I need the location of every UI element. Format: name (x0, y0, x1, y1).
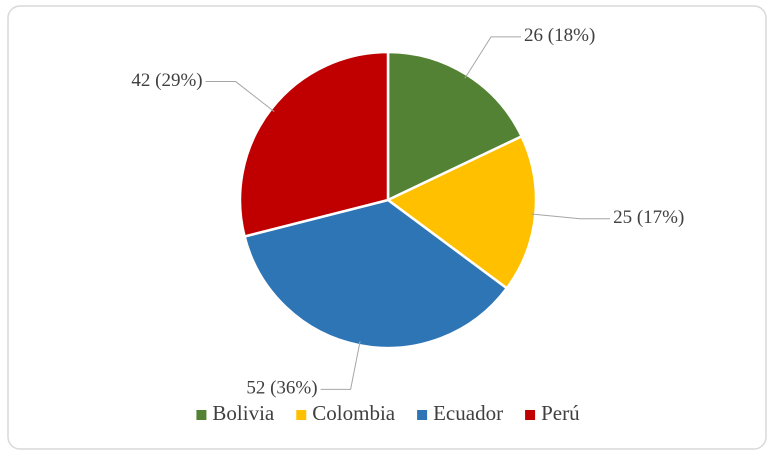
legend-swatch (525, 410, 536, 420)
data-label: 26 (18%) (524, 25, 595, 46)
data-label: 25 (17%) (613, 207, 684, 228)
leader-line (320, 341, 361, 390)
legend-label: Bolivia (212, 401, 275, 425)
data-label: 42 (29%) (131, 70, 202, 91)
legend-swatch (296, 410, 307, 420)
leader-line (464, 36, 522, 79)
data-label: 52 (36%) (246, 378, 317, 399)
leader-line (205, 81, 275, 113)
legend-label: Perú (541, 401, 580, 425)
legend-swatch (417, 410, 428, 420)
legend-swatch (196, 410, 207, 420)
legend-label: Colombia (312, 401, 396, 425)
legend-label: Ecuador (433, 401, 503, 425)
leader-line (531, 213, 611, 220)
